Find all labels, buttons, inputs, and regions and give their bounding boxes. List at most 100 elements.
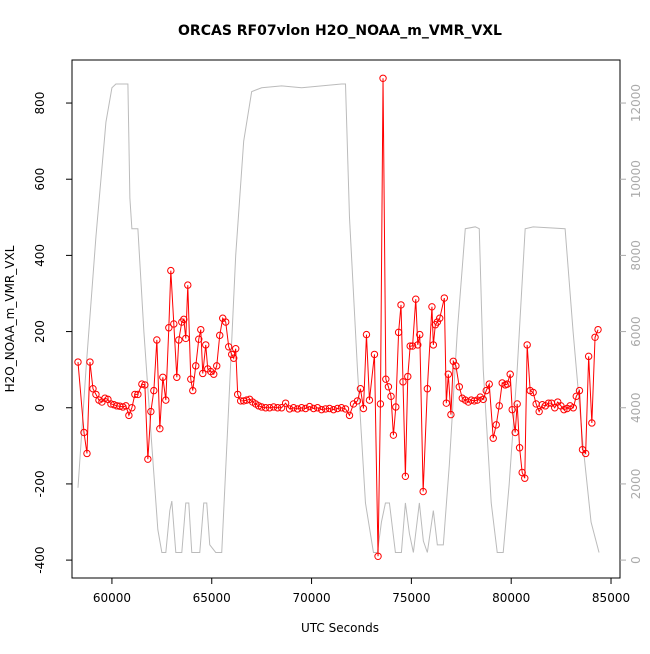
data-point xyxy=(341,405,350,413)
data-point xyxy=(184,281,192,289)
data-point xyxy=(230,354,238,362)
data-point xyxy=(408,342,417,350)
y2-tick-label: 4000 xyxy=(629,392,643,423)
data-point xyxy=(83,449,91,458)
data-point xyxy=(529,388,537,397)
data-point xyxy=(167,266,175,275)
x-tick-label: 85000 xyxy=(592,591,630,605)
data-point xyxy=(365,396,374,404)
y2-tick-label: 0 xyxy=(629,556,643,564)
data-point xyxy=(233,390,242,399)
y-tick-label: 600 xyxy=(33,168,47,191)
data-point xyxy=(482,386,490,395)
data-point xyxy=(356,385,365,393)
data-point xyxy=(376,400,385,408)
data-point xyxy=(433,318,442,326)
data-point xyxy=(440,294,449,302)
data-point xyxy=(128,404,136,412)
data-point xyxy=(89,385,97,393)
data-point xyxy=(301,404,310,413)
data-point xyxy=(406,342,414,350)
x-tick-label: 80000 xyxy=(492,591,530,605)
data-point xyxy=(513,400,521,408)
data-point xyxy=(569,404,577,412)
y2-tick-label: 10000 xyxy=(629,160,643,198)
data-point xyxy=(511,428,519,437)
data-point xyxy=(442,399,451,407)
data-point xyxy=(297,404,306,412)
data-point xyxy=(202,341,210,349)
data-point xyxy=(392,403,400,411)
data-point xyxy=(455,383,463,391)
data-point xyxy=(150,386,158,395)
plot-frame xyxy=(71,59,621,579)
data-point xyxy=(333,404,342,413)
data-point xyxy=(401,472,410,481)
data-point xyxy=(506,370,514,378)
data-point xyxy=(305,402,314,411)
data-point xyxy=(560,405,568,414)
data-point xyxy=(416,330,424,339)
y-tick-label: -400 xyxy=(33,546,47,573)
data-point xyxy=(232,345,240,353)
data-point xyxy=(273,404,282,412)
data-point xyxy=(261,404,270,412)
y-tick-label: -200 xyxy=(33,470,47,497)
data-point xyxy=(182,334,190,343)
x-tick-label: 70000 xyxy=(292,591,330,605)
data-point xyxy=(581,449,590,458)
data-point xyxy=(175,336,183,344)
data-point xyxy=(414,341,422,349)
data-point xyxy=(162,396,170,404)
data-point xyxy=(485,380,493,388)
data-point xyxy=(423,385,432,393)
data-point xyxy=(452,362,460,370)
data-point xyxy=(153,336,161,344)
data-point xyxy=(74,358,82,366)
data-point xyxy=(277,404,286,412)
data-point xyxy=(495,402,503,410)
data-point xyxy=(575,386,584,395)
data-point xyxy=(588,419,596,427)
data-point xyxy=(180,315,188,324)
data-point xyxy=(125,411,133,420)
x-axis-label: UTC Seconds xyxy=(301,621,379,635)
data-point xyxy=(492,421,500,429)
data-point xyxy=(329,405,338,414)
data-point xyxy=(195,335,203,343)
data-point xyxy=(523,341,531,349)
chart-title: ORCAS RF07vlon H2O_NOAA_m_VMR_VXL xyxy=(178,23,502,39)
data-point xyxy=(535,407,543,416)
data-point xyxy=(353,397,362,405)
data-point xyxy=(489,434,497,442)
data-point xyxy=(444,370,453,378)
data-point xyxy=(222,318,230,326)
data-point xyxy=(144,455,152,463)
data-point xyxy=(289,404,298,412)
data-point xyxy=(345,411,354,420)
data-point xyxy=(141,381,149,389)
data-point xyxy=(379,74,387,82)
data-point xyxy=(269,403,278,411)
y-tick-label: 0 xyxy=(33,404,47,412)
y2-tick-label: 2000 xyxy=(629,469,643,500)
data-point xyxy=(591,333,599,341)
y-axis-label: H2O_NOAA_m_VMR_VXL xyxy=(3,245,17,392)
data-point xyxy=(412,295,420,303)
data-point xyxy=(313,404,322,412)
data-point xyxy=(387,392,395,401)
y-tick-label: 200 xyxy=(33,320,47,343)
data-point xyxy=(503,380,511,388)
data-line xyxy=(77,83,600,553)
data-point xyxy=(572,392,580,401)
data-point xyxy=(362,330,371,339)
data-point xyxy=(508,405,516,414)
data-point xyxy=(436,314,444,322)
y2-tick-label: 6000 xyxy=(629,316,643,347)
data-point xyxy=(92,390,100,399)
data-point xyxy=(170,320,178,328)
data-point xyxy=(257,403,266,411)
data-point xyxy=(321,405,330,413)
